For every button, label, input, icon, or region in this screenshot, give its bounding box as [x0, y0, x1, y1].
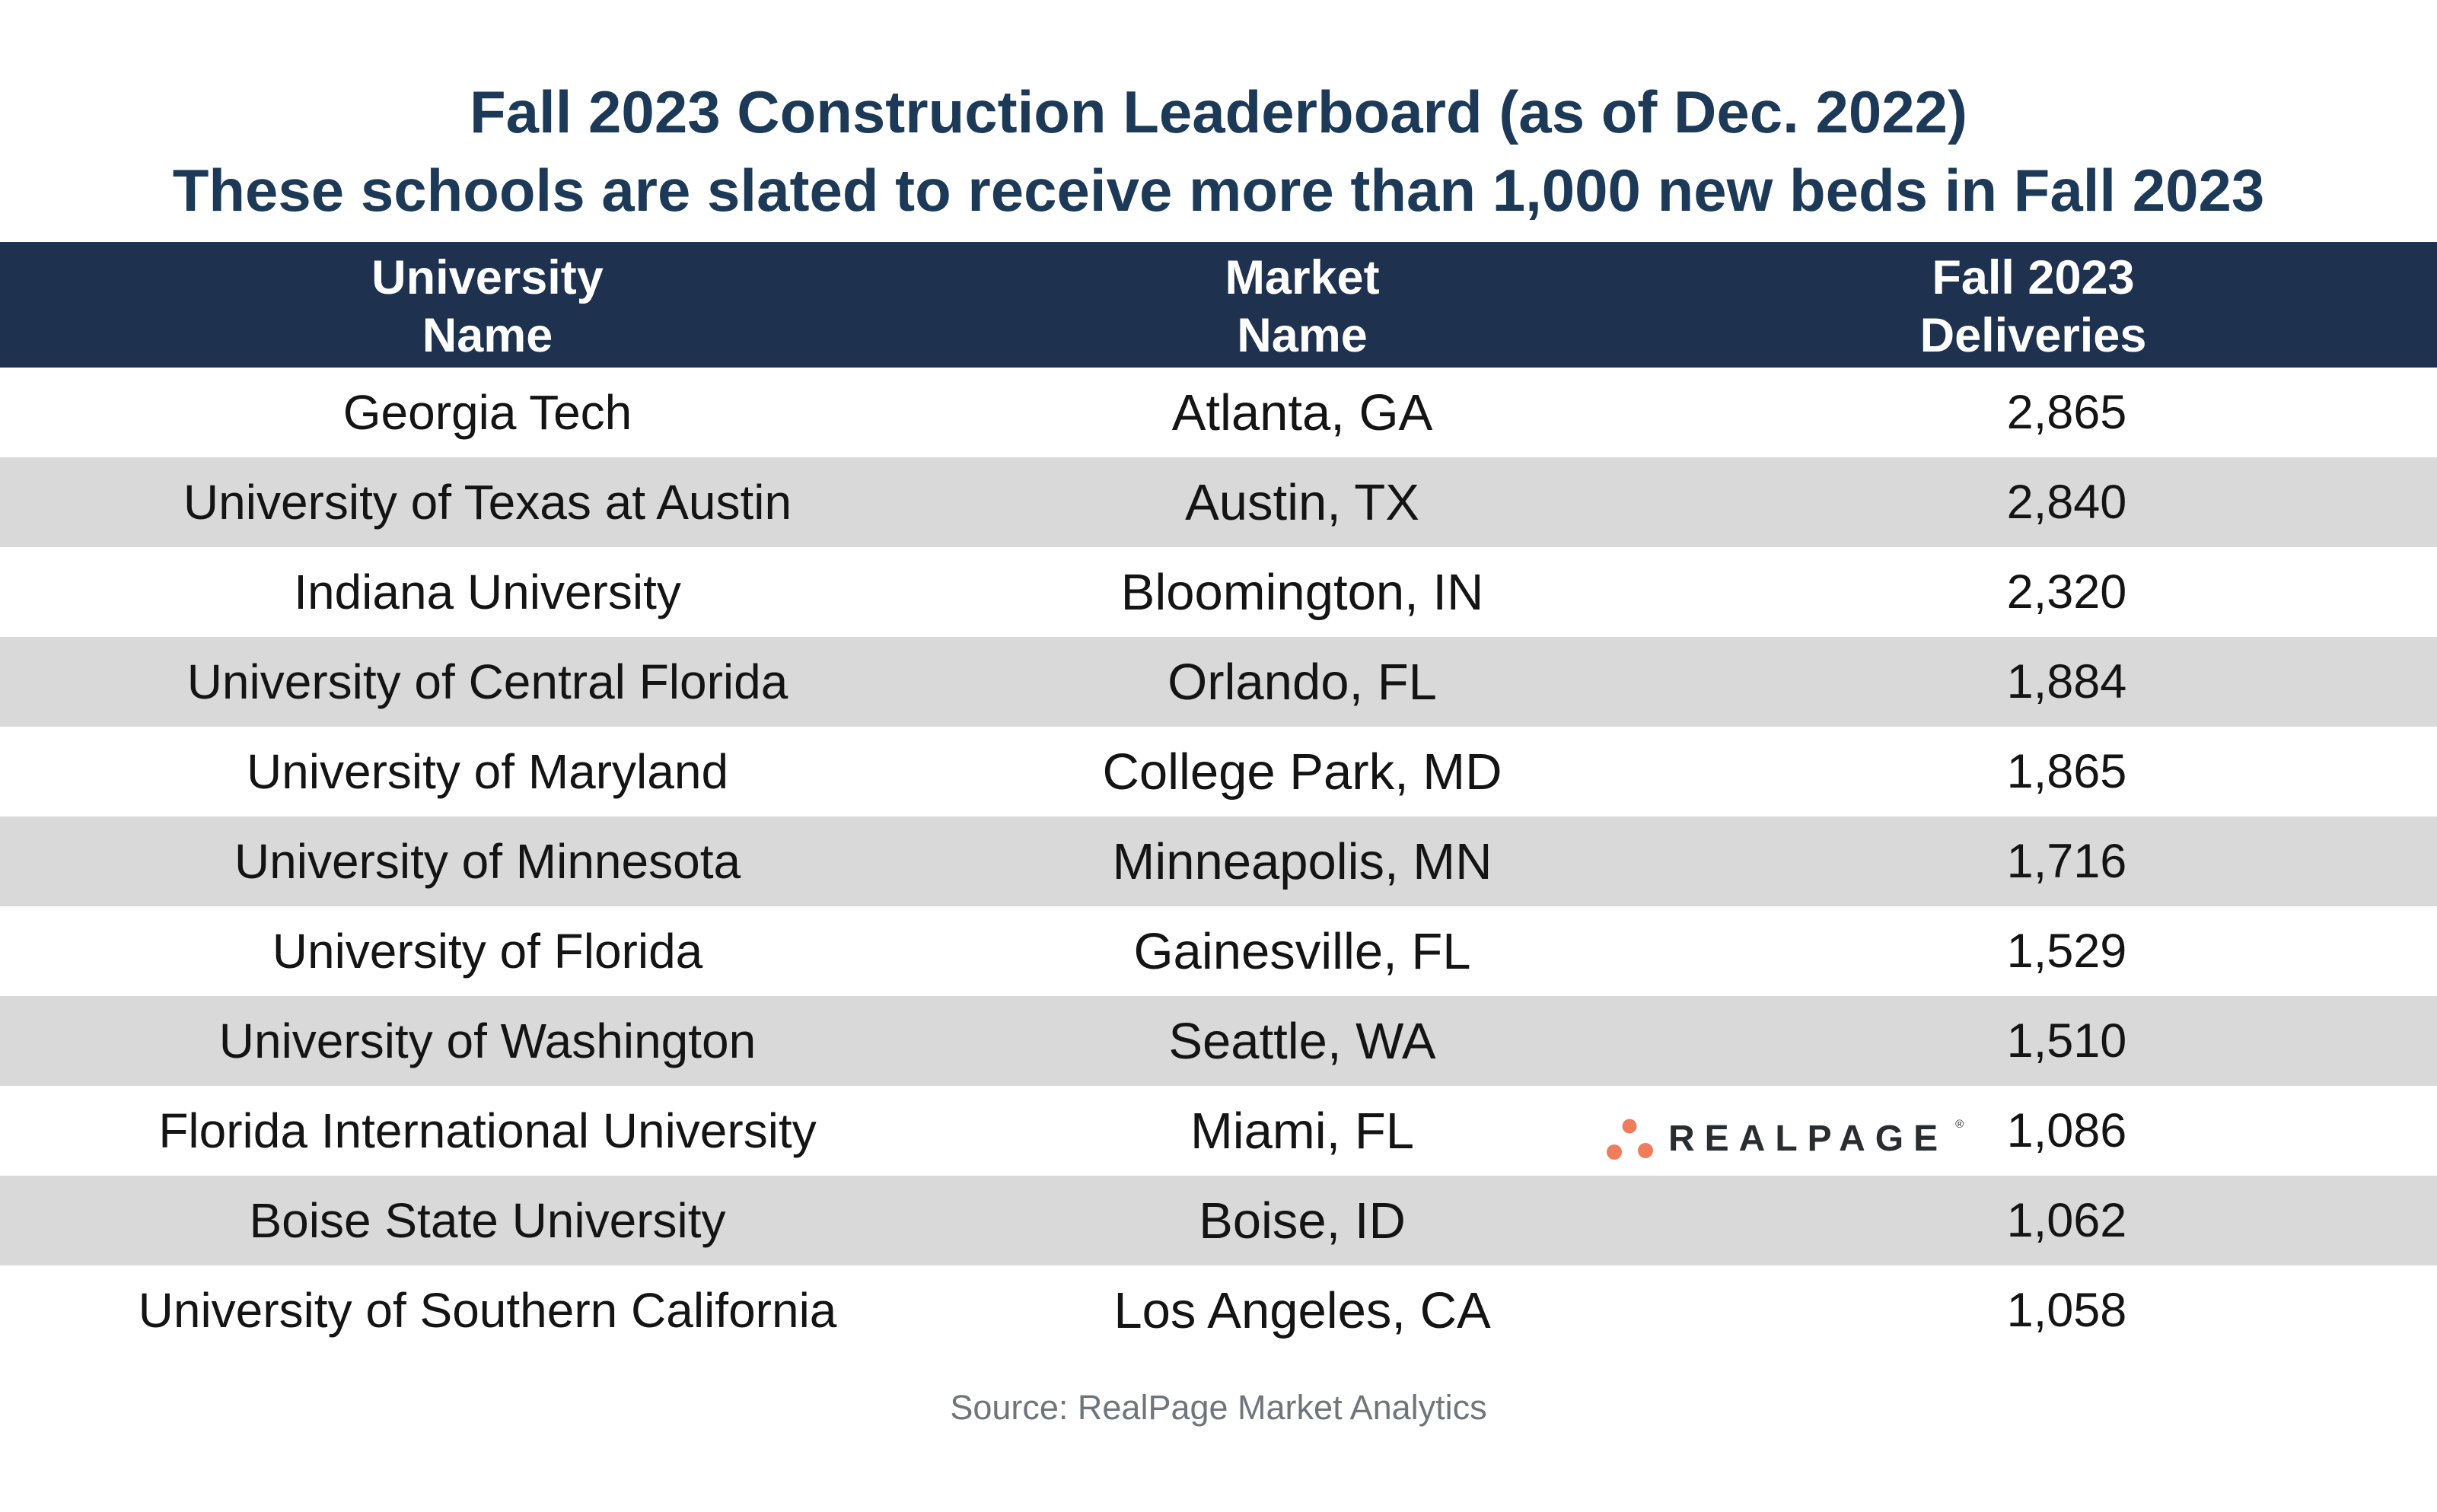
table-row: Boise State University Boise, ID 1,062	[0, 1176, 2437, 1265]
market-cell: Atlanta, GA	[1171, 384, 1433, 441]
market-cell: Bloomington, IN	[1120, 563, 1484, 621]
header-fall-2023-deliveries: Fall 2023 Deliveries	[1629, 246, 2437, 364]
table-row: University of Florida Gainesville, FL 1,…	[0, 906, 2437, 996]
deliveries-cell: 1,716	[2006, 835, 2127, 888]
market-cell: College Park, MD	[1102, 743, 1502, 801]
table-row: University of Central Florida Orlando, F…	[0, 637, 2437, 727]
realpage-dots-icon	[1607, 1119, 1653, 1160]
table-row: Georgia Tech Atlanta, GA 2,865	[0, 368, 2437, 457]
table-row: Florida International University Miami, …	[0, 1086, 2437, 1176]
deliveries-cell: 1,529	[2006, 925, 2127, 978]
table-row: University of Maryland College Park, MD …	[0, 727, 2437, 816]
header-market-line1: Market	[1225, 250, 1380, 304]
deliveries-cell: 1,510	[2006, 1014, 2127, 1068]
header-market-name: Market Name	[975, 246, 1629, 364]
university-cell: University of Minnesota	[234, 834, 741, 889]
registered-trademark-symbol: ®	[1955, 1118, 1964, 1131]
university-cell: University of Maryland	[246, 744, 729, 799]
university-cell: University of Southern California	[138, 1283, 837, 1338]
table-row: University of Minnesota Minneapolis, MN …	[0, 816, 2437, 906]
table-row: University of Texas at Austin Austin, TX…	[0, 457, 2437, 547]
page-title-line2: These schools are slated to receive more…	[172, 157, 2265, 224]
table-header-row: University Name Market Name Fall 2023 De…	[0, 242, 2437, 368]
market-cell: Gainesville, FL	[1133, 922, 1471, 980]
university-cell: University of Florida	[272, 924, 703, 979]
realpage-logo: REALPAGE ®	[1606, 1116, 1964, 1162]
source-note: Source: RealPage Market Analytics	[950, 1388, 1487, 1427]
table-row: University of Southern California Los An…	[0, 1265, 2437, 1355]
market-cell: Minneapolis, MN	[1112, 832, 1492, 890]
deliveries-cell: 1,062	[2006, 1194, 2127, 1247]
page-title-line1: Fall 2023 Construction Leaderboard (as o…	[470, 78, 1967, 145]
header-university-line1: University	[371, 250, 604, 304]
deliveries-cell: 1,884	[2006, 655, 2127, 708]
header-university-name: University Name	[0, 246, 975, 364]
header-deliveries-line2: Deliveries	[1919, 308, 2147, 362]
deliveries-cell: 1,865	[2006, 745, 2127, 798]
market-cell: Boise, ID	[1199, 1192, 1406, 1249]
header-deliveries-line1: Fall 2023	[1932, 250, 2135, 304]
market-cell: Austin, TX	[1185, 473, 1419, 531]
university-cell: Indiana University	[294, 565, 681, 619]
deliveries-cell: 2,865	[2006, 386, 2127, 439]
market-cell: Orlando, FL	[1168, 653, 1437, 711]
university-cell: Georgia Tech	[342, 385, 632, 440]
market-cell: Seattle, WA	[1168, 1012, 1436, 1070]
market-cell: Miami, FL	[1190, 1102, 1415, 1160]
realpage-wordmark: REALPAGE	[1668, 1119, 1948, 1159]
table-row: Indiana University Bloomington, IN 2,320	[0, 547, 2437, 637]
market-cell: Los Angeles, CA	[1113, 1281, 1491, 1339]
university-cell: University of Washington	[218, 1014, 757, 1068]
table-row: University of Washington Seattle, WA 1,5…	[0, 996, 2437, 1086]
university-cell: University of Central Florida	[186, 654, 788, 709]
university-cell: Boise State University	[249, 1193, 726, 1248]
header-university-line2: Name	[422, 308, 553, 362]
header-market-line2: Name	[1237, 308, 1368, 362]
university-cell: Florida International University	[158, 1103, 817, 1158]
university-cell: University of Texas at Austin	[183, 475, 792, 530]
deliveries-cell: 2,840	[2006, 476, 2127, 529]
page-title: Fall 2023 Construction Leaderboard (as o…	[0, 73, 2437, 230]
deliveries-cell: 1,058	[2006, 1284, 2127, 1337]
deliveries-cell: 2,320	[2006, 565, 2127, 619]
deliveries-cell: 1,086	[2006, 1104, 2127, 1157]
leaderboard-table: University Name Market Name Fall 2023 De…	[0, 242, 2437, 1355]
